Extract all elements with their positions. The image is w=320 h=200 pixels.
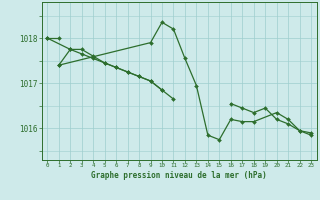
- X-axis label: Graphe pression niveau de la mer (hPa): Graphe pression niveau de la mer (hPa): [91, 171, 267, 180]
